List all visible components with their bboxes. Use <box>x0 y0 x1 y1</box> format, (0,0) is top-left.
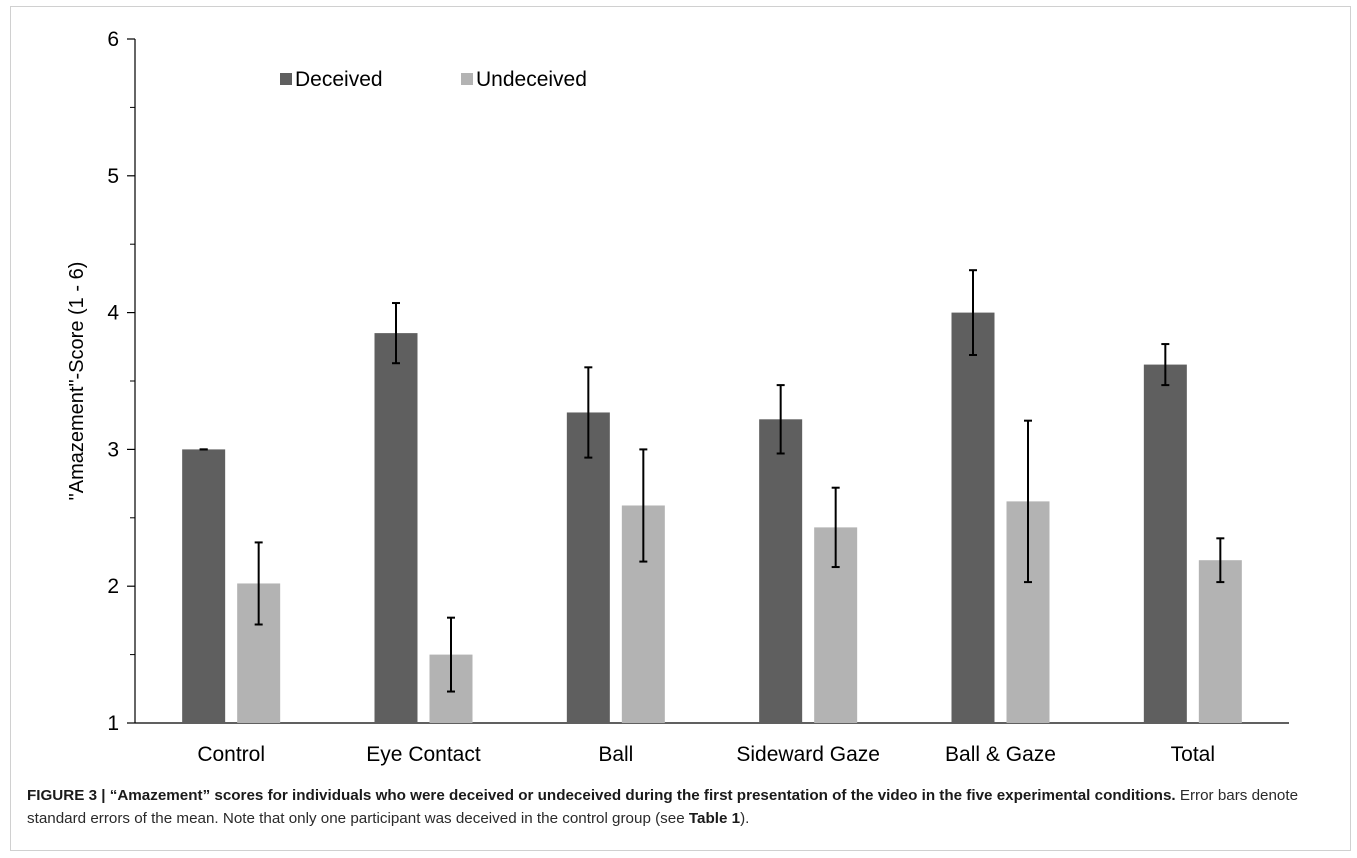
bar-deceived-5 <box>1143 364 1187 723</box>
y-tick-label: 1 <box>107 712 119 735</box>
figure-frame: 1 2 3 4 5 6 Control Eye Contact Ball Sideward Ga… <box>10 6 1351 851</box>
bar-deceived-3 <box>759 419 803 723</box>
caption-text-end: ). <box>740 810 750 827</box>
x-tick-label: Control <box>197 743 265 766</box>
legend: Deceived Undeceived <box>280 68 587 91</box>
x-tick-label: Total <box>1171 743 1215 766</box>
bar-chart: 1 2 3 4 5 6 Control Eye Contact Ball Sideward Ga… <box>66 28 1289 766</box>
bars <box>182 312 1242 723</box>
error-bar-undeceived-5 <box>1216 537 1225 584</box>
error-bar-deceived-2 <box>584 366 593 459</box>
y-tick-label: 6 <box>107 28 119 51</box>
legend-item-undeceived: Undeceived <box>461 68 587 91</box>
bar-deceived-1 <box>374 333 418 723</box>
error-bar-deceived-3 <box>776 384 785 455</box>
x-tick-label: Sideward Gaze <box>736 743 880 766</box>
y-tick-label: 5 <box>107 165 119 188</box>
legend-label: Undeceived <box>476 68 587 91</box>
error-bars <box>199 269 1225 693</box>
error-bar-undeceived-3 <box>831 486 840 569</box>
error-bar-undeceived-4 <box>1024 419 1032 584</box>
caption-table-ref[interactable]: Table 1 <box>688 810 741 827</box>
figure-caption: FIGURE 3 | “Amazement” scores for indivi… <box>27 784 1352 830</box>
y-axis-label: "Amazement"-Score (1 - 6) <box>66 262 88 501</box>
legend-item-deceived: Deceived <box>280 68 383 91</box>
y-tick-label: 3 <box>107 438 119 461</box>
error-bar-undeceived-0 <box>254 541 263 626</box>
legend-swatch <box>461 73 473 85</box>
bar-undeceived-5 <box>1198 560 1242 723</box>
y-axis-ticks: 1 2 3 4 5 6 <box>107 28 135 735</box>
x-tick-label: Ball <box>598 743 633 766</box>
bar-deceived-2 <box>566 412 610 723</box>
error-bar-deceived-4 <box>969 269 977 357</box>
x-tick-label: Ball & Gaze <box>945 743 1056 766</box>
caption-title: FIGURE 3 | “Amazement” scores for indivi… <box>27 787 1176 804</box>
legend-swatch <box>280 73 292 85</box>
y-tick-label: 4 <box>107 302 119 325</box>
error-bar-undeceived-1 <box>447 616 455 693</box>
bar-deceived-4 <box>951 312 995 723</box>
error-bar-deceived-5 <box>1161 343 1170 387</box>
axes <box>134 39 1289 724</box>
caption-text: Error bars denote standard errors of the… <box>27 787 1299 827</box>
bar-deceived-0 <box>182 449 226 723</box>
y-tick-label: 2 <box>107 575 119 598</box>
x-axis-ticks: Control Eye Contact Ball Sideward Gaze Ball … <box>197 743 1215 766</box>
legend-label: Deceived <box>295 68 383 91</box>
error-bar-deceived-1 <box>392 302 400 365</box>
error-bar-undeceived-2 <box>639 448 648 563</box>
x-tick-label: Eye Contact <box>366 743 481 766</box>
